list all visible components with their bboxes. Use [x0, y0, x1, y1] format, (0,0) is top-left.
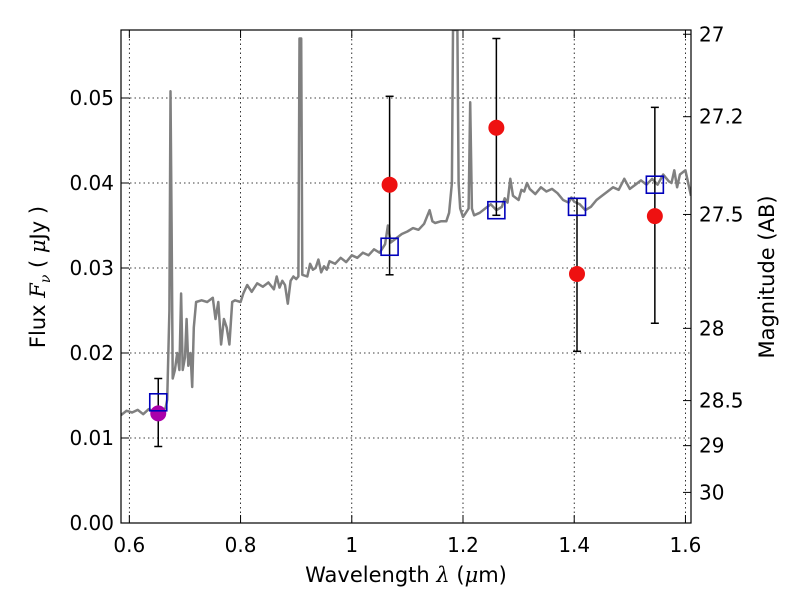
- model-flux-square: [645, 175, 665, 194]
- observed-point: [381, 176, 398, 193]
- model-flux-square: [487, 200, 506, 220]
- spectrum-line: [121, 30, 691, 417]
- y2-tick-label: 27.2: [699, 105, 744, 129]
- y-tick-label: 0.02: [69, 341, 114, 365]
- y2-tick-label: 28: [699, 316, 724, 340]
- y-tick-label: 0.00: [69, 511, 114, 535]
- plot-frame: [120, 29, 692, 524]
- y2-tick-label: 28.5: [699, 389, 744, 413]
- x-axis-label: Wavelength λ (μm): [305, 563, 507, 587]
- y2-tick-label: 27.5: [699, 202, 744, 226]
- model-spectrum: [121, 30, 691, 417]
- y2-tick-label: 30: [699, 480, 724, 504]
- observed-points: [150, 119, 663, 422]
- y2-axis-label: Magnitude (AB): [755, 195, 779, 358]
- observed-point: [646, 208, 663, 225]
- x-tick-label: 1.4: [558, 533, 590, 557]
- model-photometry-points: [148, 175, 665, 412]
- y2-tick-label: 27: [699, 22, 724, 46]
- model-flux-square: [148, 392, 168, 412]
- y-axis-label: Flux Fν ( μJy ): [26, 206, 54, 348]
- observed-point: [569, 265, 585, 282]
- y-tick-label: 0.04: [69, 171, 114, 195]
- y-tick-label: 0.03: [69, 256, 114, 280]
- model-flux-square: [567, 197, 587, 217]
- y2-tick-label: 29: [699, 434, 724, 458]
- observed-point: [488, 119, 505, 136]
- observed-point: [150, 405, 167, 422]
- axis-ticks: 0.6 0.8 1 1.2 1.4 1.6 0.00 0.01 0.02 0.03 0.04 0.05…: [69, 22, 743, 557]
- y-tick-label: 0.05: [69, 86, 114, 110]
- x-tick-label: 0.6: [113, 533, 145, 557]
- x-tick-label: 1: [345, 533, 358, 557]
- x-tick-label: 0.8: [225, 533, 257, 557]
- model-flux-square: [380, 237, 399, 257]
- x-tick-label: 1.6: [670, 533, 702, 557]
- x-tick-label: 1.2: [447, 533, 479, 557]
- y-tick-label: 0.01: [69, 426, 114, 450]
